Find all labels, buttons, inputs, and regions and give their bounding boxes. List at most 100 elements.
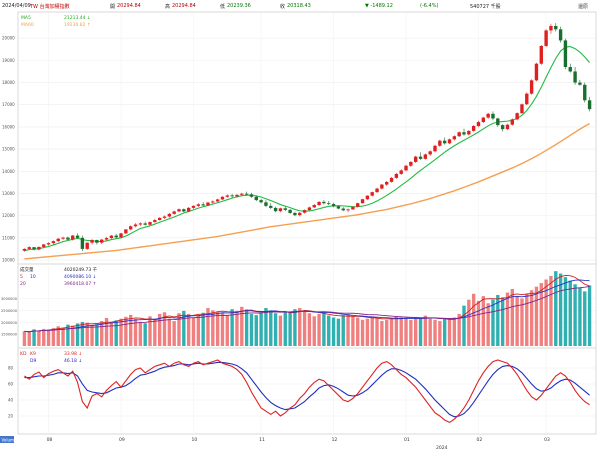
kd-tick-label: 40: [8, 398, 14, 403]
x-tick-label: 11: [259, 437, 265, 443]
volume-bar: [394, 316, 399, 346]
candle-up: [124, 229, 128, 234]
candle-up: [215, 199, 220, 202]
candle-down: [114, 235, 118, 238]
candle-down: [201, 204, 205, 206]
candle-down: [288, 209, 292, 213]
header-high-label: 高: [165, 4, 171, 10]
volume-bar: [486, 303, 490, 346]
candle-up: [438, 140, 442, 146]
kd-tick-label: 80: [8, 366, 14, 371]
price-tick-label: 19000: [2, 58, 15, 63]
kd-title: KD: [20, 351, 27, 357]
volume-bar: [32, 329, 36, 346]
vol-row-1-value: 4090086.10 ↓: [64, 274, 96, 280]
volume-bar: [182, 310, 186, 346]
price-tick-label: 12000: [2, 213, 15, 218]
volume-bar: [128, 314, 133, 346]
volume-bar: [211, 310, 215, 346]
volume-bar: [520, 298, 524, 346]
volume-tick-label: 2500000: [1, 309, 18, 313]
kd-lines: [24, 359, 590, 424]
candle-down: [336, 206, 341, 209]
candle-up: [133, 224, 138, 227]
volume-bar: [583, 291, 587, 346]
kd-tick-label: 60: [8, 382, 14, 387]
volume-toggle-button[interactable]: [0, 436, 14, 443]
price-panel-frame: [17, 11, 597, 265]
volume-bar: [177, 313, 181, 346]
k-line-path: [24, 359, 590, 424]
volume-bar: [75, 323, 80, 346]
volume-bar: [544, 279, 548, 346]
x-tick-label: 10: [191, 437, 197, 443]
volume-bar: [167, 318, 172, 346]
candle-down: [418, 156, 423, 159]
volume-bar: [380, 321, 384, 346]
candle-up: [399, 170, 403, 174]
header-restore-button[interactable]: 還原: [578, 4, 589, 10]
candle-down: [558, 29, 563, 41]
volume-bar: [153, 318, 157, 346]
candle-up: [56, 238, 60, 242]
candle-down: [442, 140, 447, 144]
header-open-label: 開: [110, 4, 116, 10]
candle-up: [471, 126, 476, 131]
header-index-name[interactable]: TW 台灣加權指數: [30, 4, 70, 10]
candle-down: [554, 25, 558, 30]
price-tick-label: 10000: [2, 258, 15, 263]
volume-bar: [515, 296, 519, 346]
candle-down: [182, 209, 186, 212]
volume-bar: [529, 290, 534, 346]
volume-bar: [61, 327, 65, 346]
volume-ma10-path: [24, 279, 590, 333]
volume-bar: [510, 289, 514, 346]
volume-bar: [143, 323, 147, 346]
candle-up: [61, 237, 65, 239]
price-axis: 20000 19000 18000 17000 16000 15000 14000 13000…: [1, 36, 18, 419]
volume-bar: [505, 292, 510, 346]
candle-down: [80, 237, 85, 249]
header-low: 20239.36: [227, 3, 251, 9]
volume-bar: [370, 316, 374, 346]
header-date: 2024/04/09: [2, 3, 31, 9]
volume-bar: [235, 310, 239, 346]
volume-bar: [264, 308, 268, 346]
candle-up: [109, 235, 114, 239]
x-tick-label: 03: [544, 437, 550, 443]
volume-bar: [254, 315, 258, 346]
candle-down: [462, 132, 466, 135]
volume-bar: [46, 329, 51, 346]
grid-lines: [18, 12, 596, 434]
volume-bar: [259, 312, 263, 346]
x-tick-label: 02: [476, 437, 482, 443]
candle-up: [544, 30, 548, 46]
k-legend-value: 33.98 ↓: [64, 351, 82, 357]
volume-bar: [471, 293, 476, 346]
volume-tick-label: 2000000: [1, 321, 18, 325]
volume-bar: [423, 315, 428, 346]
volume-bar: [119, 318, 123, 346]
candle-up: [423, 154, 428, 159]
volume-bar: [244, 309, 249, 346]
volume-bar: [404, 317, 408, 346]
volume-bar: [496, 294, 500, 346]
header-open: 20294.84: [117, 3, 141, 9]
volume-bar: [138, 321, 143, 346]
volume-bar: [114, 320, 118, 346]
candle-up: [27, 247, 31, 249]
vol-row-0-name: 5: [20, 274, 23, 280]
candle-up: [235, 194, 239, 197]
volume-bar: [148, 316, 152, 346]
volume-bar: [37, 330, 41, 346]
volume-bar: [500, 297, 505, 346]
price-tick-label: 20000: [2, 36, 15, 41]
candle-up: [457, 132, 461, 137]
volume-legend: 成交量 5 4020249.73 千 10 4090086.10 ↓ 20 39…: [20, 266, 98, 287]
d-line-path: [24, 361, 590, 418]
candle-up: [298, 212, 302, 216]
candle-down: [283, 208, 287, 210]
vol-row-0-value: 4020249.73 千: [64, 266, 98, 273]
candle-down: [254, 196, 258, 201]
